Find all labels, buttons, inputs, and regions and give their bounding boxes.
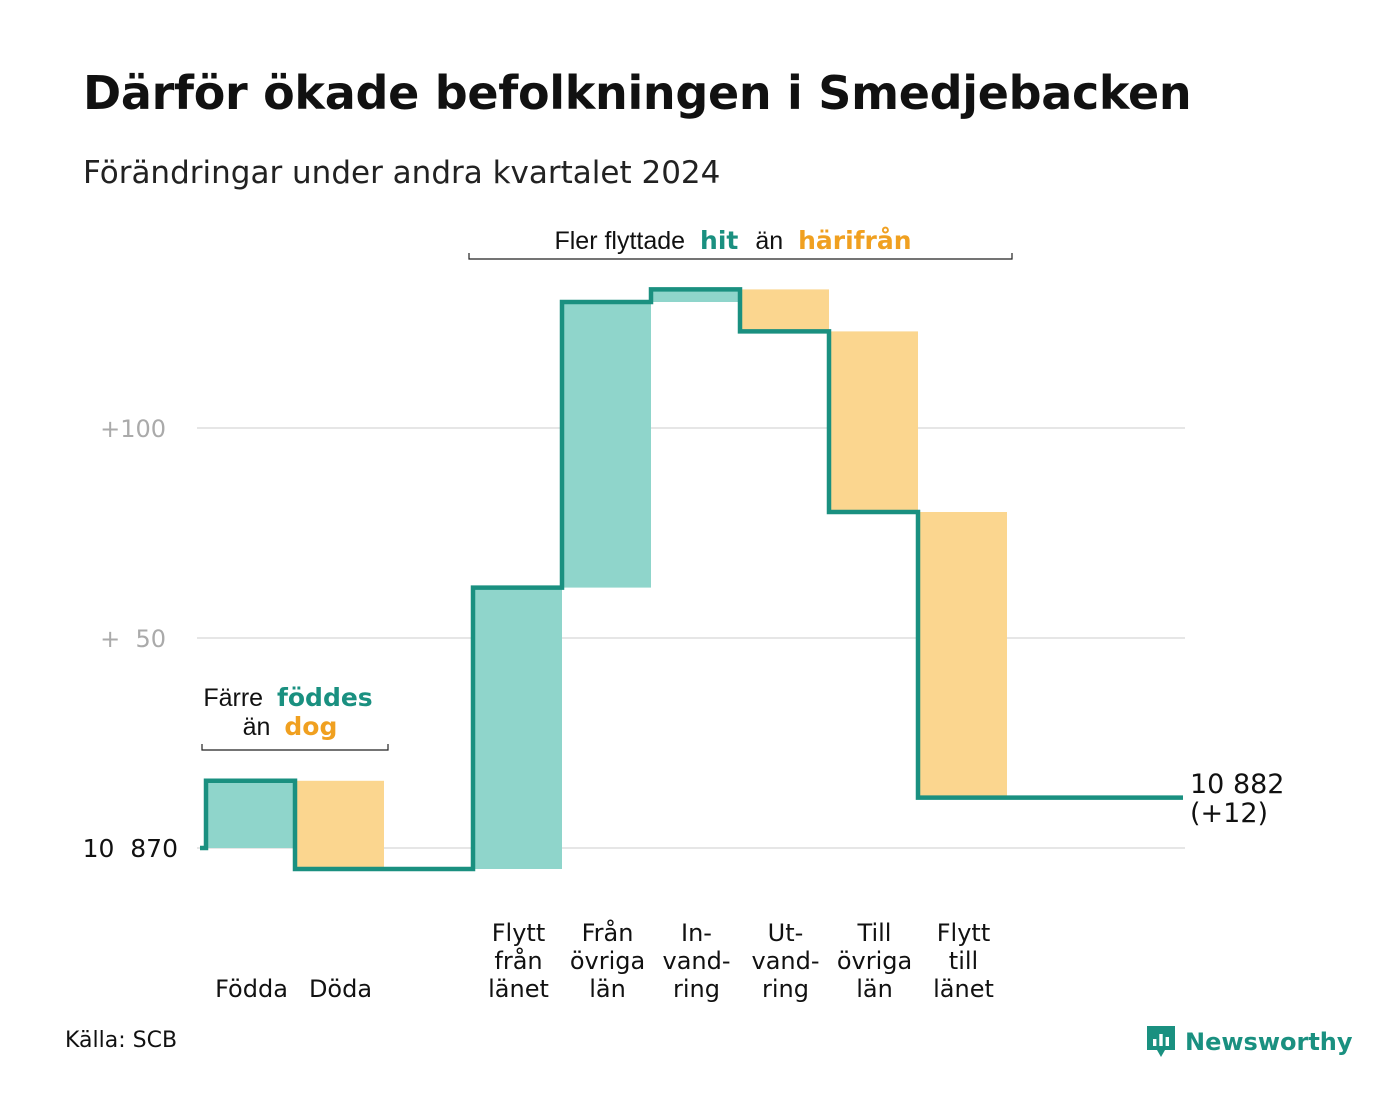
births-highlight-died: dog (284, 712, 337, 741)
category-label: till (949, 947, 978, 975)
category-label: In- (681, 919, 712, 947)
waterfall-chart: 10 870+ 50+100 Födda DödaFlyttfrånlänetFr… (0, 0, 1400, 1120)
svg-text:Fler flyttade hit: Fler flyttade hit än härifrån (554, 226, 911, 255)
bar-5 (562, 302, 651, 588)
category-label: Döda (309, 975, 372, 1003)
svg-text:än dog: än dog (243, 712, 338, 741)
category-label: län (856, 975, 893, 1003)
category-label: övriga (570, 947, 645, 975)
category-label: län (589, 975, 626, 1003)
bar-4 (473, 588, 562, 869)
end-change: (+12) (1190, 798, 1268, 829)
source-note: Källa: SCB (65, 1028, 177, 1053)
migration-highlight-harifran: härifrån (798, 226, 911, 255)
births-highlight-born: föddes (277, 683, 373, 712)
births-text-prefix: Färre (203, 684, 263, 712)
bar-9 (918, 512, 1007, 798)
bar-layer (206, 289, 1007, 869)
bar-2 (295, 781, 384, 869)
category-label: Ut- (768, 919, 804, 947)
newsworthy-logo-icon (1145, 1024, 1177, 1060)
brand-name: Newsworthy (1185, 1028, 1353, 1056)
migration-annotation: Fler flyttade hit än härifrån (469, 226, 1012, 259)
category-label: Födda (215, 975, 288, 1003)
births-bracket (202, 744, 388, 750)
category-label: Till (857, 919, 892, 947)
brand-logo: Newsworthy (1145, 1022, 1353, 1062)
bar-1 (206, 781, 295, 848)
category-label: Flytt (492, 919, 546, 947)
y-tick-label: + 50 (100, 625, 166, 653)
births-text-middle: än (243, 713, 271, 741)
category-label: Flytt (937, 919, 991, 947)
end-value: 10 882 (1190, 769, 1284, 800)
category-label: länet (488, 975, 549, 1003)
category-label: Från (582, 918, 634, 947)
category-label: vand- (751, 947, 819, 975)
category-label: ring (762, 975, 809, 1003)
label-layer: Födda DödaFlyttfrånlänetFrånövrigalänIn-v… (215, 918, 994, 1003)
migration-text-middle: än (755, 227, 783, 255)
migration-text-prefix: Fler flyttade (554, 227, 685, 255)
category-label: länet (933, 975, 994, 1003)
category-label: övriga (837, 947, 912, 975)
y-tick-label: +100 (100, 415, 166, 443)
svg-text:Färre föddes: Färre föddes (203, 683, 372, 712)
category-label: ring (673, 975, 720, 1003)
bar-8 (829, 331, 918, 512)
births-annotation: Färre föddes än dog (202, 683, 388, 750)
migration-highlight-hit: hit (700, 226, 738, 255)
end-value-label: 10 882 (+12) (1190, 769, 1284, 829)
category-label: från (494, 946, 542, 975)
bar-7 (740, 289, 829, 331)
y-tick-label: 10 870 (83, 834, 178, 863)
category-label: vand- (662, 947, 730, 975)
